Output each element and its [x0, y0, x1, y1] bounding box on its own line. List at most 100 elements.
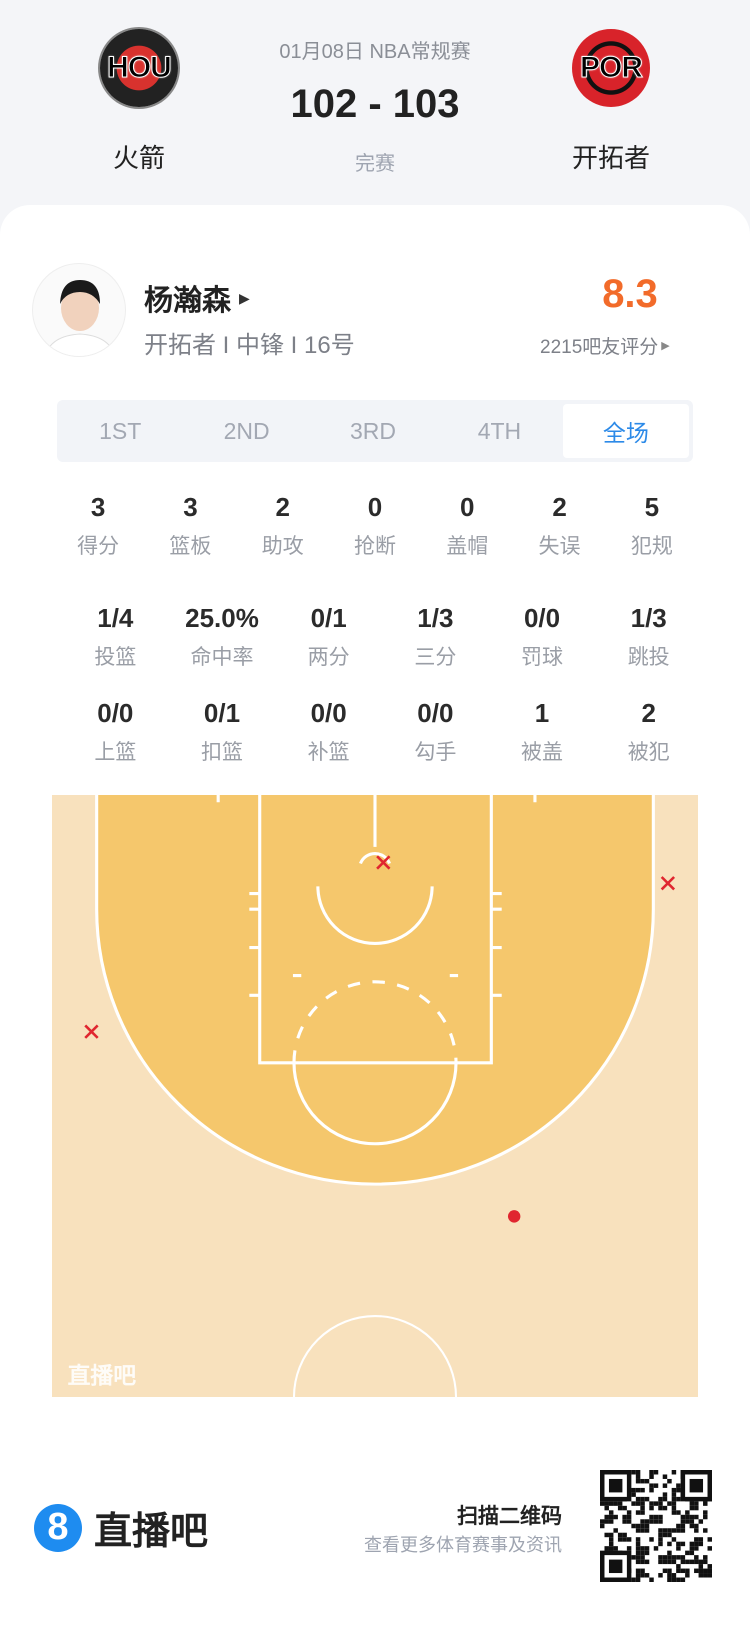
stat-cell: 0 抢断 [329, 492, 421, 560]
stat-cell: 0/0 勾手 [382, 698, 489, 766]
stat-label: 补篮 [307, 741, 350, 764]
stat-label: 罚球 [521, 646, 564, 669]
restricted-area [316, 886, 434, 945]
stat-value: 25.0% [185, 603, 259, 633]
stat-label: 扣篮 [201, 741, 243, 764]
stat-value: 1/3 [417, 603, 454, 633]
player-rating: 8.3 [602, 272, 658, 316]
stat-value: 0/1 [310, 603, 347, 633]
tab-3rd[interactable]: 3RD [350, 417, 397, 444]
stat-cell: 1/4 投篮 [62, 603, 169, 671]
made-shot-marker [507, 1210, 521, 1223]
home-team-name[interactable]: 火箭 [112, 143, 165, 173]
caret-right-icon: ▶ [239, 289, 250, 306]
stat-value: 0 [460, 492, 475, 522]
rating-count-label: 2215吧友评分 [540, 337, 659, 358]
stat-label: 犯规 [630, 535, 673, 558]
stat-label: 上篮 [94, 741, 137, 764]
scan-qr-title: 扫描二维码 [457, 1505, 562, 1528]
home-team-logo[interactable]: HOU [100, 29, 178, 107]
free-throw-circle-top [292, 980, 458, 1063]
stat-cell: 25.0% 命中率 [169, 603, 276, 671]
stat-cell: 0/0 罚球 [489, 603, 596, 671]
player-name-link[interactable]: 杨瀚森 ▶ [144, 277, 250, 319]
three-point-area [96, 795, 654, 1185]
paint [258, 795, 493, 1065]
match-score: 102 - 103 [290, 82, 460, 126]
stat-value: 1 [534, 698, 550, 728]
brand-logo[interactable]: 8 直播吧 [34, 1500, 208, 1555]
stat-cell: 3 篮板 [144, 492, 236, 560]
stat-value: 2 [552, 492, 567, 522]
stat-cell: 2 被犯 [595, 698, 702, 766]
player-info: 开拓者 I 中锋 I 16号 [144, 332, 355, 359]
stat-cell: 1/3 跳投 [595, 603, 702, 671]
player-avatar[interactable] [32, 263, 126, 357]
match-status: 完赛 [355, 153, 395, 175]
rating-link[interactable]: 2215吧友评分 ▶ [540, 332, 670, 359]
stat-label: 失误 [538, 535, 581, 558]
home-team-abbr: HOU [107, 51, 173, 85]
stat-cell: 2 失误 [513, 492, 605, 560]
stat-label: 盖帽 [446, 535, 489, 558]
stat-label: 被犯 [627, 741, 670, 764]
stat-label: 投篮 [94, 646, 137, 669]
brand-name: 直播吧 [94, 1511, 209, 1553]
stat-label: 命中率 [190, 646, 254, 669]
match-date-type: 01月08日 NBA常规赛 [279, 41, 471, 63]
stat-label: 篮板 [169, 535, 212, 558]
stat-cell: 1 被盖 [489, 698, 596, 766]
stat-value: 2 [275, 492, 290, 522]
tab-1st[interactable]: 1ST [99, 417, 142, 444]
tab-4th[interactable]: 4TH [477, 417, 522, 444]
stat-label: 勾手 [414, 741, 457, 764]
three-point-line [95, 795, 655, 1186]
stat-cell: 0/0 补篮 [275, 698, 382, 766]
stat-cell: 5 犯规 [606, 492, 698, 560]
missed-shot-marker [376, 855, 391, 870]
stat-cell: 0/1 两分 [275, 603, 382, 671]
stat-cell: 1/3 三分 [382, 603, 489, 671]
period-tabs: 1ST 2ND 3RD 4TH 全场 [57, 400, 693, 462]
free-throw-circle-bottom [292, 1062, 458, 1146]
away-team-abbr: POR [579, 51, 643, 85]
stat-cell: 0/0 上篮 [62, 698, 169, 766]
stat-label: 得分 [77, 535, 120, 558]
shot-chart: 直播吧 [52, 795, 698, 1398]
stat-label: 抢断 [353, 535, 396, 558]
stat-label: 助攻 [261, 535, 304, 558]
watermark: 直播吧 [68, 1363, 137, 1389]
hash-marks [216, 795, 537, 997]
stat-value: 0/0 [523, 603, 561, 633]
stat-value: 0/0 [417, 698, 454, 728]
stat-label: 被盖 [521, 741, 564, 764]
stat-value: 3 [90, 492, 106, 522]
tab-2nd[interactable]: 2ND [223, 417, 270, 444]
caret-right-icon: ▶ [661, 340, 670, 352]
stat-value: 5 [644, 492, 660, 522]
missed-shot-marker [84, 1024, 99, 1039]
stat-cell: 0 盖帽 [421, 492, 513, 560]
stat-value: 0 [367, 492, 383, 522]
stat-value: 3 [183, 492, 198, 522]
brand-8-icon: 8 [34, 1503, 82, 1552]
scan-qr-subtitle: 查看更多体育赛事及资讯 [364, 1535, 562, 1555]
away-team-logo[interactable]: POR [572, 29, 650, 107]
stat-label: 跳投 [627, 646, 670, 669]
stat-value: 0/0 [97, 698, 134, 728]
stat-value: 1/3 [630, 603, 667, 633]
stat-cell: 0/1 扣篮 [169, 698, 276, 766]
stats-row-shooting: 1/4 投篮 25.0% 命中率 0/1 两分 1/3 三分 0/0 罚球 1/3 跳投 [62, 603, 702, 671]
stat-label: 三分 [414, 646, 457, 669]
stats-row-shot-types: 0/0 上篮 0/1 扣篮 0/0 补篮 0/0 勾手 1 被盖 2 被犯 [62, 698, 702, 766]
stat-label: 两分 [307, 646, 350, 669]
stats-row-basic: 3 得分 3 篮板 2 助攻 0 抢断 0 盖帽 2 失误 5 犯规 [52, 492, 698, 560]
away-team-name[interactable]: 开拓者 [571, 143, 650, 173]
stat-value: 0/1 [203, 698, 241, 728]
tab-full-game[interactable]: 全场 [562, 404, 690, 458]
stat-value: 2 [641, 698, 656, 728]
center-circle [292, 1315, 458, 1398]
qr-code[interactable] [600, 1470, 712, 1582]
stat-cell: 2 助攻 [237, 492, 329, 560]
missed-shot-marker [660, 876, 676, 891]
